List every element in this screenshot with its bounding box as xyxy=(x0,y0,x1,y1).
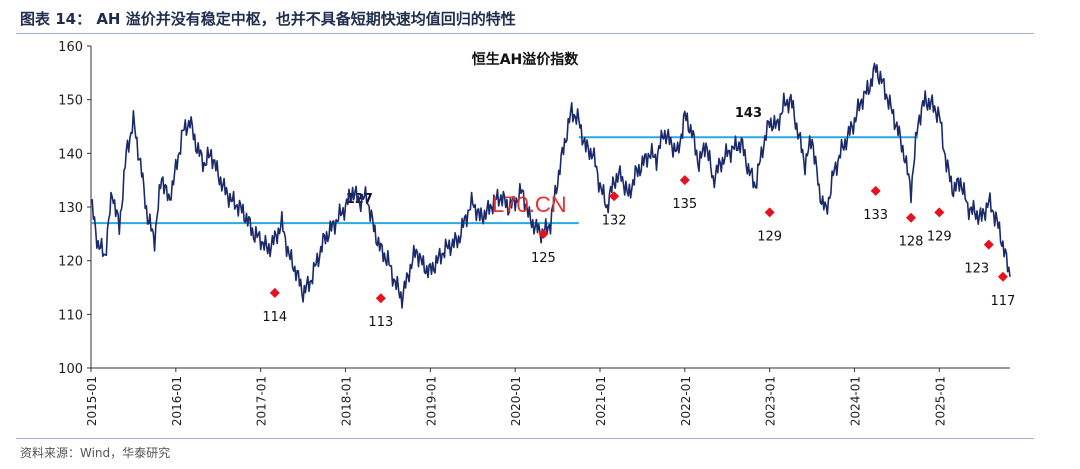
series-layer xyxy=(90,62,1011,309)
min-label: 113 xyxy=(368,315,393,330)
min-marker-123 xyxy=(983,239,994,250)
min-marker-133 xyxy=(870,185,881,196)
y-tick-label: 110 xyxy=(58,308,83,323)
ah-premium-series-line xyxy=(90,62,1011,309)
min-label: 114 xyxy=(262,310,287,325)
min-marker-135 xyxy=(679,175,690,186)
min-marker-114 xyxy=(269,287,280,298)
min-marker-129 xyxy=(934,207,945,218)
min-label: 129 xyxy=(757,229,782,244)
y-tick-label: 160 xyxy=(58,40,83,55)
min-marker-125 xyxy=(538,228,549,239)
watermark: L70.CN xyxy=(492,192,567,217)
min-label: 133 xyxy=(863,208,888,223)
x-tick-label: 2025-01 xyxy=(933,376,947,426)
min-label: 125 xyxy=(531,251,556,266)
x-tick-label: 2019-01 xyxy=(424,376,438,426)
x-tick-label: 2020-01 xyxy=(509,376,523,426)
min-marker-132 xyxy=(609,191,620,202)
min-label: 123 xyxy=(964,262,989,277)
x-tick-label: 2016-01 xyxy=(170,376,184,426)
min-marker-117 xyxy=(997,271,1008,282)
min-label: 129 xyxy=(927,229,952,244)
min-marker-113 xyxy=(375,293,386,304)
source-note: 资料来源：Wind，华泰研究 xyxy=(20,446,171,460)
y-tick-label: 100 xyxy=(58,362,83,377)
min-label: 132 xyxy=(602,213,627,228)
x-tick-label: 2022-01 xyxy=(679,376,693,426)
x-tick-label: 2017-01 xyxy=(255,376,269,426)
y-tick-label: 140 xyxy=(58,147,83,162)
x-tick-label: 2023-01 xyxy=(764,376,778,426)
mean-line-label: 143 xyxy=(735,106,762,121)
x-tick-label: 2018-01 xyxy=(339,376,353,426)
top-rule xyxy=(16,33,1034,34)
min-label: 128 xyxy=(899,235,924,250)
figure-title: 图表 14： AH 溢价并没有稳定中枢，也并不具备短期快速均值回归的特性 xyxy=(20,10,516,28)
min-label: 117 xyxy=(991,294,1016,309)
y-tick-label: 130 xyxy=(58,201,83,216)
min-marker-128 xyxy=(906,212,917,223)
x-tick-label: 2015-01 xyxy=(85,376,99,426)
x-tick-label: 2024-01 xyxy=(848,376,862,426)
min-marker-129 xyxy=(764,207,775,218)
axes: 100 110 120 130 140 150 160 2015-01 2016-01 2017-… xyxy=(58,40,1010,426)
chart-title: 恒生AH溢价指数 xyxy=(472,51,580,68)
min-label: 135 xyxy=(672,197,697,212)
y-tick-label: 120 xyxy=(58,255,83,270)
x-tick-label: 2021-01 xyxy=(594,376,608,426)
y-tick-label: 150 xyxy=(58,94,83,109)
bottom-rule xyxy=(16,438,1034,439)
